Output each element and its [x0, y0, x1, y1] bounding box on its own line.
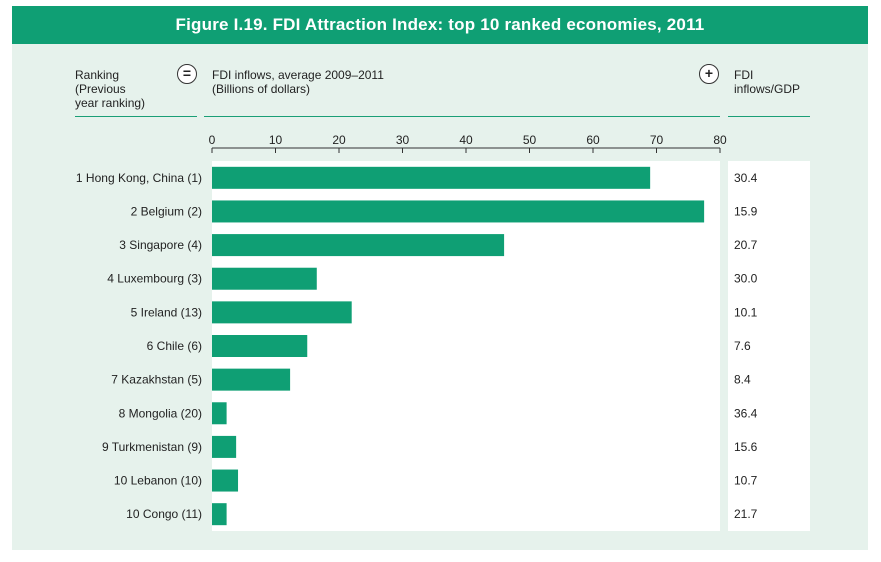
ranking-header: Ranking (Previous year ranking): [75, 68, 146, 110]
category-label: 10 Congo (11): [126, 507, 202, 521]
category-label: 7 Kazakhstan (5): [111, 373, 202, 387]
bar: [212, 469, 239, 492]
ranking-header-rule: [75, 116, 197, 117]
x-tick-label: 70: [650, 133, 664, 147]
gdp-value-label: 10.1: [734, 305, 758, 319]
x-tick-label: 0: [209, 133, 216, 147]
gdp-column-area: [728, 161, 810, 531]
bar-chart: 0 10 20 30 40 50 60 70 80 1 Hong Kong, China (1) 3…: [76, 133, 810, 531]
bar: [212, 301, 352, 324]
bar: [212, 200, 705, 223]
x-tick-label: 50: [523, 133, 537, 147]
bar: [212, 368, 291, 391]
gdp-header: FDI inflows/GDP: [734, 68, 801, 96]
gdp-value-label: 30.0: [734, 272, 758, 286]
category-label: 9 Turkmenistan (9): [102, 440, 202, 454]
gdp-value-label: 15.6: [734, 440, 758, 454]
gdp-value-label: 21.7: [734, 507, 758, 521]
chart-panel: Ranking (Previous year ranking) = FDI in…: [12, 44, 868, 550]
category-label: 1 Hong Kong, China (1): [76, 171, 202, 185]
category-label: 2 Belgium (2): [131, 204, 202, 218]
gdp-value-label: 36.4: [734, 406, 758, 420]
x-tick-label: 20: [332, 133, 346, 147]
x-tick-label: 80: [713, 133, 727, 147]
gdp-value-label: 15.9: [734, 204, 758, 218]
bar: [212, 503, 227, 526]
gdp-value-label: 7.6: [734, 339, 751, 353]
plus-icon: +: [699, 64, 719, 84]
x-tick-label: 40: [459, 133, 473, 147]
bar: [212, 435, 237, 458]
bar: [212, 267, 317, 290]
inflows-header: FDI inflows, average 2009–2011 (Billions…: [212, 68, 384, 96]
gdp-header-rule: [728, 116, 810, 117]
equals-icon: =: [177, 64, 197, 84]
bar: [212, 234, 505, 257]
bar: [212, 166, 651, 189]
bar: [212, 402, 227, 425]
figure-title: Figure I.19. FDI Attraction Index: top 1…: [12, 6, 868, 44]
gdp-value-label: 10.7: [734, 474, 758, 488]
bar: [212, 335, 308, 357]
category-label: 4 Luxembourg (3): [107, 272, 202, 286]
category-label: 10 Lebanon (10): [114, 474, 202, 488]
gdp-value-label: 30.4: [734, 171, 758, 185]
category-label: 5 Ireland (13): [131, 305, 202, 319]
x-tick-label: 60: [586, 133, 600, 147]
category-label: 3 Singapore (4): [119, 238, 202, 252]
category-label: 6 Chile (6): [147, 339, 202, 353]
gdp-value-label: 20.7: [734, 238, 758, 252]
gdp-value-label: 8.4: [734, 373, 751, 387]
x-tick-label: 10: [269, 133, 283, 147]
x-tick-label: 30: [396, 133, 410, 147]
inflows-header-rule: [204, 116, 720, 117]
category-label: 8 Mongolia (20): [119, 406, 202, 420]
